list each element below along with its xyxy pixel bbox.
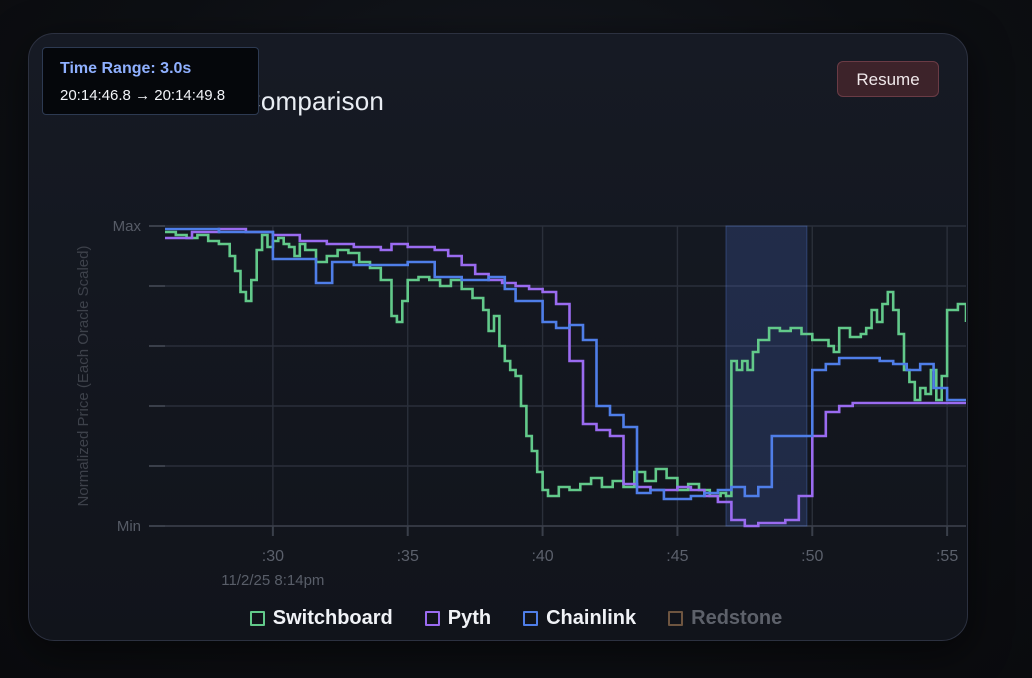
legend-label: Chainlink bbox=[546, 606, 637, 629]
legend-item-switchboard[interactable]: Switchboard bbox=[249, 603, 393, 633]
legend-swatch bbox=[668, 610, 684, 626]
resume-button[interactable]: Resume bbox=[837, 61, 939, 97]
y-axis-label: Normalized Price (Each Oracle Scaled) bbox=[75, 246, 92, 507]
legend-swatch bbox=[249, 610, 265, 626]
y-tick-label: Max bbox=[113, 218, 142, 235]
legend-label: Redstone bbox=[691, 606, 783, 629]
highlight-region bbox=[725, 225, 808, 527]
x-date-label: 11/2/25 8:14pm bbox=[221, 572, 324, 589]
x-tick-label: :40 bbox=[531, 548, 553, 565]
series-line-chainlink bbox=[165, 227, 966, 501]
legend-swatch bbox=[523, 610, 539, 626]
x-tick-label: :30 bbox=[262, 548, 284, 565]
tooltip-title: Time Range: 3.0s bbox=[60, 60, 192, 77]
legend-swatch bbox=[424, 610, 440, 626]
y-tick-label: Min bbox=[117, 518, 141, 535]
chart-legend: Switchboard Pyth Chainlink Redstone bbox=[0, 603, 1032, 633]
tooltip-range: 20:14:46.8 → 20:14:49.8 bbox=[60, 87, 226, 104]
series-line-switchboard bbox=[165, 230, 966, 498]
series-line-pyth bbox=[165, 227, 966, 528]
x-tick-label: :50 bbox=[801, 548, 823, 565]
legend-item-chainlink[interactable]: Chainlink bbox=[523, 603, 636, 633]
legend-item-pyth[interactable]: Pyth bbox=[424, 603, 492, 633]
time-range-tooltip: Time Range: 3.0s 20:14:46.8 → 20:14:49.8 bbox=[42, 47, 259, 115]
legend-label: Switchboard bbox=[272, 606, 393, 629]
legend-label: Pyth bbox=[447, 606, 492, 629]
x-tick-label: :55 bbox=[936, 548, 958, 565]
legend-item-redstone[interactable]: Redstone bbox=[668, 603, 782, 633]
x-tick-label: :45 bbox=[666, 548, 688, 565]
x-tick-label: :35 bbox=[397, 548, 419, 565]
